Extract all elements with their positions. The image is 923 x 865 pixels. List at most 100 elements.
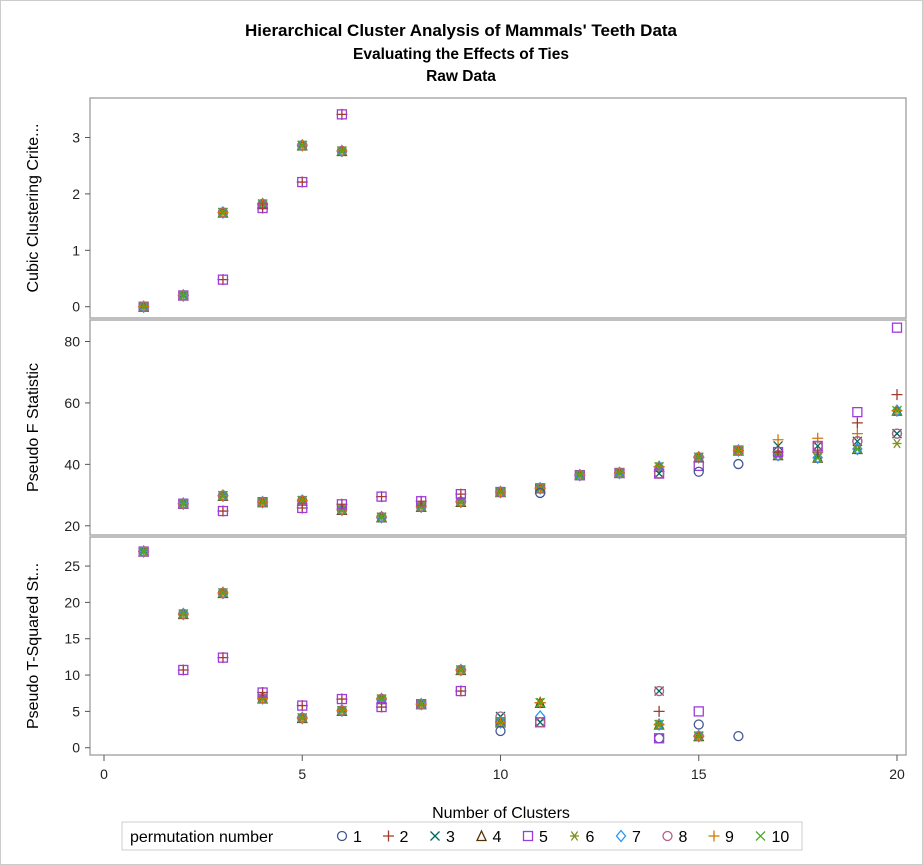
data-point-perm-10 bbox=[852, 444, 863, 454]
data-point-perm-10 bbox=[138, 301, 149, 312]
data-point-perm-2 bbox=[376, 701, 388, 713]
data-point-perm-2 bbox=[296, 700, 308, 712]
data-point-perm-10 bbox=[138, 546, 149, 557]
data-point-perm-7 bbox=[177, 607, 189, 621]
data-point-group bbox=[376, 701, 388, 713]
data-point-perm-2 bbox=[851, 417, 863, 429]
data-point-perm-3 bbox=[773, 440, 784, 451]
data-point-group bbox=[336, 108, 348, 120]
data-point-perm-10 bbox=[178, 498, 189, 509]
x-tick-label: 15 bbox=[691, 766, 707, 782]
data-point-group bbox=[217, 274, 229, 286]
data-point-perm-5 bbox=[891, 322, 903, 333]
data-point-perm-10 bbox=[336, 504, 347, 515]
y-tick-label: 20 bbox=[64, 594, 80, 610]
data-point-group bbox=[177, 607, 189, 621]
data-point-perm-1 bbox=[733, 458, 744, 470]
legend-label: 10 bbox=[772, 829, 790, 846]
data-point-perm-2 bbox=[772, 446, 784, 458]
data-point-group bbox=[892, 438, 902, 449]
y-tick-label: 80 bbox=[64, 334, 80, 350]
data-point-group bbox=[891, 389, 903, 401]
data-point-perm-5 bbox=[376, 701, 387, 713]
data-point-group bbox=[177, 664, 189, 676]
legend-label: 3 bbox=[446, 829, 455, 846]
legend-label: 9 bbox=[725, 829, 734, 846]
data-point-group bbox=[772, 434, 784, 446]
data-point-perm-8 bbox=[535, 717, 546, 728]
data-point-perm-1 bbox=[693, 719, 704, 730]
data-point-group bbox=[336, 498, 348, 510]
data-point-perm-2 bbox=[891, 389, 903, 401]
data-point-perm-7 bbox=[852, 442, 863, 456]
data-point-group bbox=[257, 687, 269, 699]
legend-item-5: 5 bbox=[522, 829, 548, 846]
chart-subtitle-2: Raw Data bbox=[426, 68, 496, 85]
data-point-perm-7 bbox=[812, 451, 824, 465]
data-point-perm-5 bbox=[297, 176, 308, 188]
data-point-perm-6 bbox=[892, 438, 902, 449]
legend-label: 2 bbox=[400, 829, 409, 846]
legend-title: permutation number bbox=[130, 829, 274, 846]
data-point-perm-8 bbox=[653, 468, 665, 479]
legend-label: 6 bbox=[586, 829, 595, 846]
data-point-perm-10 bbox=[217, 587, 228, 598]
data-point-perm-2 bbox=[653, 705, 665, 717]
data-point-perm-10 bbox=[257, 693, 268, 704]
data-point-group bbox=[653, 460, 665, 474]
legend-item-9: 9 bbox=[708, 829, 734, 846]
data-point-perm-10 bbox=[892, 405, 902, 416]
x-tick-label: 20 bbox=[889, 766, 905, 782]
data-point-perm-8 bbox=[653, 685, 665, 697]
data-point-group bbox=[891, 322, 903, 333]
data-point-perm-5 bbox=[455, 685, 467, 697]
data-point-group bbox=[693, 460, 704, 472]
data-point-perm-5 bbox=[852, 406, 863, 418]
legend-label: 1 bbox=[353, 829, 362, 846]
data-point-group bbox=[693, 466, 704, 477]
data-point-group bbox=[534, 696, 546, 709]
data-point-group bbox=[455, 488, 467, 500]
data-point-perm-5 bbox=[693, 460, 704, 472]
legend-item-3: 3 bbox=[430, 829, 455, 846]
data-point-perm-10 bbox=[336, 705, 347, 716]
data-point-group bbox=[336, 693, 348, 705]
x-tick-label: 5 bbox=[298, 766, 306, 782]
data-point-perm-10 bbox=[178, 609, 189, 619]
x-tick-label: 0 bbox=[100, 766, 108, 782]
plus-icon bbox=[708, 830, 720, 842]
data-point-group bbox=[772, 446, 784, 458]
data-point-perm-10 bbox=[495, 717, 506, 728]
data-point-perm-2 bbox=[336, 108, 348, 120]
panel-2: 20 40 60 80 Pseudo F Statistic bbox=[25, 319, 907, 536]
data-point-perm-5 bbox=[336, 499, 348, 510]
data-point-perm-10 bbox=[693, 731, 704, 742]
data-point-group bbox=[613, 466, 625, 480]
data-point-group bbox=[653, 733, 665, 744]
data-point-group bbox=[376, 510, 388, 524]
data-point-group bbox=[455, 663, 467, 677]
legend-label: 8 bbox=[679, 829, 688, 846]
data-point-group bbox=[653, 468, 665, 479]
data-point-perm-2 bbox=[455, 488, 467, 500]
data-point-perm-10 bbox=[297, 140, 308, 151]
y-tick-label: 1 bbox=[72, 242, 80, 258]
data-point-perm-10 bbox=[297, 712, 308, 723]
data-point-perm-2 bbox=[257, 687, 269, 699]
data-point-perm-7 bbox=[733, 444, 744, 458]
data-point-group bbox=[535, 487, 546, 499]
y-tick-label: 0 bbox=[72, 299, 80, 315]
legend-box bbox=[121, 821, 803, 851]
data-point-perm-7 bbox=[217, 205, 229, 220]
y-tick-label: 25 bbox=[64, 558, 80, 574]
data-point-group bbox=[296, 711, 308, 725]
data-point-group bbox=[574, 468, 586, 482]
data-point-perm-10 bbox=[495, 487, 506, 497]
data-point-perm-2 bbox=[812, 446, 824, 458]
y-axis-label: Cubic Clustering Crite... bbox=[25, 124, 42, 293]
data-point-group bbox=[891, 428, 903, 439]
data-point-perm-5 bbox=[257, 687, 268, 698]
circle-icon bbox=[336, 830, 348, 842]
legend-item-6: 6 bbox=[570, 829, 595, 846]
